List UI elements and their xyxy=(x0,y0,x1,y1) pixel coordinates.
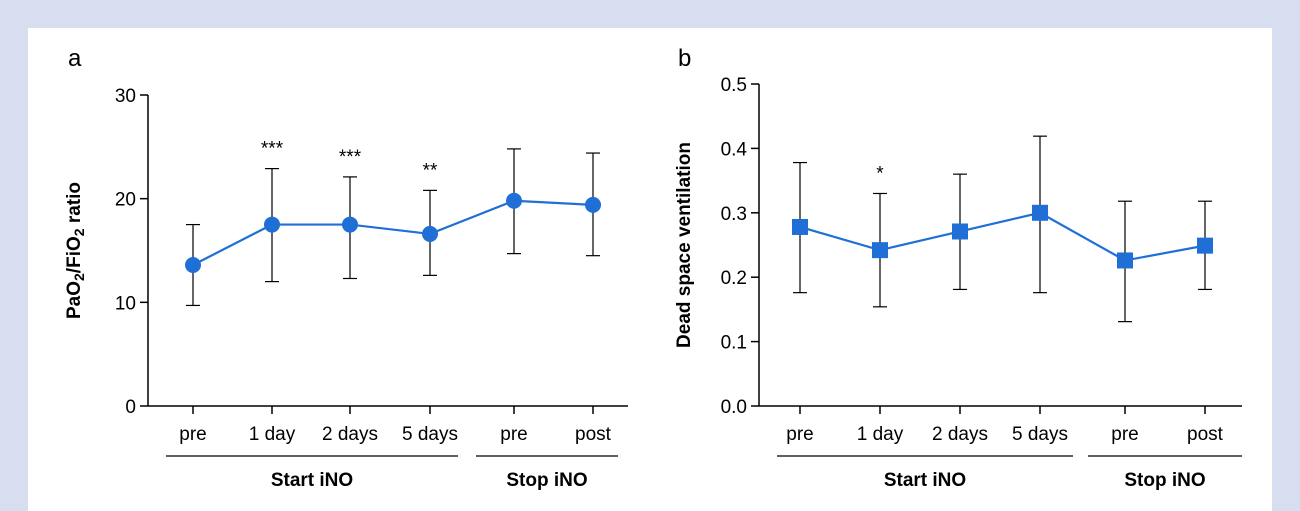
y-axis-title-subscript: 2 xyxy=(71,273,87,281)
significance-marker: ** xyxy=(423,160,438,181)
figure-svg: a 0 10 20 30 pre 1 day 2 days 5 days pre post Start… xyxy=(64,45,1242,491)
group-label: Stop iNO xyxy=(1124,470,1205,491)
significance-marker: *** xyxy=(261,139,284,160)
x-tick-label: pre xyxy=(786,424,813,445)
x-tick-label: pre xyxy=(500,424,527,445)
x-tick-label: 5 days xyxy=(402,424,458,445)
chart-panel-a: a 0 10 20 30 pre 1 day 2 days 5 days pre post Start… xyxy=(64,45,628,491)
group-label: Stop iNO xyxy=(506,470,587,491)
data-point-circle xyxy=(264,216,280,233)
y-tick-label: 0.3 xyxy=(721,204,747,225)
data-point-square xyxy=(952,223,968,240)
figure-panel: a 0 10 20 30 pre 1 day 2 days 5 days pre post Start… xyxy=(28,28,1272,511)
y-tick-label: 10 xyxy=(115,293,136,314)
data-point-square xyxy=(792,218,808,235)
x-tick-label: post xyxy=(575,424,612,445)
x-tick-label: pre xyxy=(179,424,206,445)
group-label: Start iNO xyxy=(271,470,353,491)
x-tick-label: 5 days xyxy=(1012,424,1068,445)
panel-letter-b: b xyxy=(678,45,691,72)
y-axis-title-part: ratio xyxy=(64,182,85,228)
y-axis-title-part: PaO xyxy=(64,281,85,319)
x-tick-label: 1 day xyxy=(249,424,296,445)
x-tick-label: 1 day xyxy=(857,424,904,445)
data-point-circle xyxy=(422,225,438,242)
significance-marker: * xyxy=(876,163,884,184)
x-tick-label: 2 days xyxy=(932,424,988,445)
x-tick-label: pre xyxy=(1111,424,1138,445)
y-axis-title: Dead space ventilation xyxy=(674,142,695,348)
y-axis-title-part: /FiO xyxy=(64,236,85,273)
data-point-circle xyxy=(342,216,358,233)
group-label: Start iNO xyxy=(884,470,966,491)
series-line xyxy=(799,211,1206,262)
chart-panel-b: b 0.0 0.1 0.2 0.3 0.4 0.5 pre 1 day 2 days 5 days p… xyxy=(674,45,1242,491)
series-line xyxy=(192,199,594,266)
y-axis-title: PaO2/FiO2 ratio xyxy=(64,182,87,319)
data-point-circle xyxy=(585,196,601,213)
data-point-square xyxy=(1032,204,1048,221)
y-tick-label: 0.4 xyxy=(721,139,748,160)
y-axis-title-subscript: 2 xyxy=(71,228,87,236)
y-tick-label: 0.2 xyxy=(721,268,747,289)
data-point-square xyxy=(872,242,888,259)
data-point-circle xyxy=(185,257,201,274)
panel-letter-a: a xyxy=(68,45,82,72)
x-tick-label: post xyxy=(1187,424,1224,445)
y-tick-label: 0.5 xyxy=(721,75,747,96)
data-point-square xyxy=(1197,237,1213,254)
y-tick-label: 0.1 xyxy=(721,333,747,354)
y-tick-label: 20 xyxy=(115,190,136,211)
y-tick-label: 0.0 xyxy=(721,397,747,418)
y-tick-label: 30 xyxy=(115,86,136,107)
data-point-square xyxy=(1117,252,1133,269)
significance-marker: *** xyxy=(339,147,362,168)
data-point-circle xyxy=(506,192,522,209)
y-tick-label: 0 xyxy=(125,397,136,418)
x-tick-label: 2 days xyxy=(322,424,378,445)
